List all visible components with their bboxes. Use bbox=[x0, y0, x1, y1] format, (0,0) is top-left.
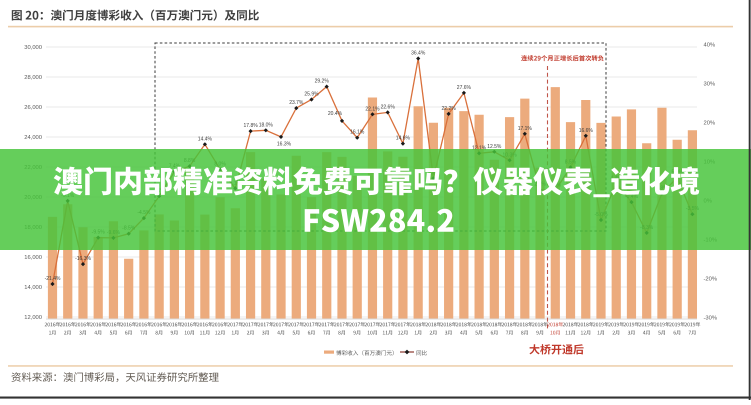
svg-text:16,000: 16,000 bbox=[24, 255, 42, 261]
svg-text:25.9%: 25.9% bbox=[304, 92, 319, 98]
svg-text:16.3%: 16.3% bbox=[277, 141, 292, 147]
svg-text:14.6%: 14.6% bbox=[396, 136, 411, 142]
svg-text:24,000: 24,000 bbox=[24, 135, 42, 141]
svg-text:-21.4%: -21.4% bbox=[45, 276, 61, 282]
svg-text:27.6%: 27.6% bbox=[457, 85, 472, 91]
svg-text:18.0%: 18.0% bbox=[259, 122, 274, 128]
svg-text:16.1%: 16.1% bbox=[350, 130, 365, 136]
svg-text:28,000: 28,000 bbox=[24, 75, 42, 81]
svg-text:12.1%: 12.1% bbox=[472, 145, 487, 151]
svg-text:-16.3%: -16.3% bbox=[75, 256, 91, 262]
svg-text:12,000: 12,000 bbox=[24, 315, 42, 321]
svg-text:17.1%: 17.1% bbox=[518, 126, 533, 132]
svg-text:16.6%: 16.6% bbox=[579, 128, 594, 134]
svg-text:23.7%: 23.7% bbox=[289, 100, 304, 106]
svg-text:-30%: -30% bbox=[704, 316, 718, 322]
svg-text:12.5%: 12.5% bbox=[487, 144, 502, 150]
svg-text:22.6%: 22.6% bbox=[381, 104, 396, 110]
svg-text:29.2%: 29.2% bbox=[315, 79, 330, 85]
svg-text:17.8%: 17.8% bbox=[244, 123, 259, 129]
svg-text:14,000: 14,000 bbox=[24, 285, 42, 291]
svg-text:20.4%: 20.4% bbox=[328, 111, 343, 117]
svg-text:30%: 30% bbox=[704, 82, 716, 88]
svg-text:-20%: -20% bbox=[704, 277, 718, 283]
svg-text:22.2%: 22.2% bbox=[442, 106, 457, 112]
svg-text:36.4%: 36.4% bbox=[411, 51, 426, 57]
svg-text:40%: 40% bbox=[704, 43, 716, 49]
svg-text:20%: 20% bbox=[704, 121, 716, 127]
svg-text:26,000: 26,000 bbox=[24, 105, 42, 111]
svg-text:22.1%: 22.1% bbox=[365, 106, 380, 112]
svg-text:14.4%: 14.4% bbox=[198, 136, 213, 142]
svg-text:30,000: 30,000 bbox=[24, 45, 42, 51]
